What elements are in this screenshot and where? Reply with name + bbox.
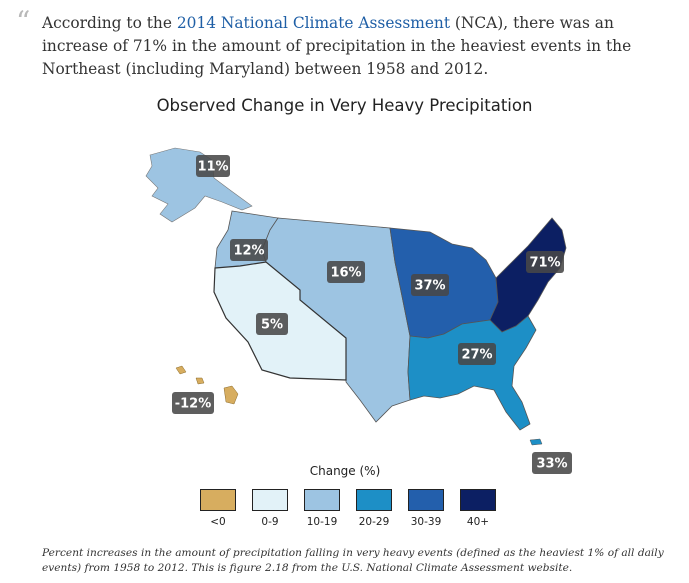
- value-badge-southwest: 5%: [256, 313, 288, 335]
- value-badge-southeast: 27%: [458, 343, 496, 365]
- value-badge-northeast: 71%: [526, 251, 564, 273]
- legend-label: 0-9: [261, 516, 279, 528]
- badge-value: 16%: [330, 266, 361, 281]
- badge-value: -12%: [175, 397, 212, 412]
- legend-swatch: [460, 489, 496, 511]
- badge-background: [230, 239, 268, 261]
- region-hawaii: [175, 365, 239, 405]
- legend-item-0-9: 0-9: [252, 489, 288, 528]
- figure-caption: Percent increases in the amount of preci…: [42, 547, 664, 574]
- quote-block: “ According to the 2014 National Climate…: [16, 8, 662, 81]
- legend-title: Change (%): [309, 464, 381, 478]
- region-southeast: [407, 315, 537, 431]
- value-badge-alaska: 11%: [196, 155, 230, 177]
- legend-item-10-19: 10-19: [304, 489, 340, 528]
- legend-label: <0: [210, 516, 226, 528]
- badge-value: 12%: [233, 244, 264, 259]
- value-badge-midwest: 37%: [411, 274, 449, 296]
- region-northeast: [489, 217, 567, 333]
- badge-background: [327, 261, 365, 283]
- legend-item-30-39: 30-39: [408, 489, 444, 528]
- badge-value: 27%: [461, 348, 492, 363]
- badge-value: 5%: [261, 318, 283, 333]
- badge-background: [256, 313, 288, 335]
- badge-background: [458, 343, 496, 365]
- legend-swatch: [252, 489, 288, 511]
- legend-swatch: [356, 489, 392, 511]
- legend-swatch: [304, 489, 340, 511]
- badge-value: 71%: [529, 256, 560, 271]
- region-puerto-rico: [529, 438, 543, 446]
- legend-item-negative: <0: [200, 489, 236, 528]
- quote-text-after: (NCA), there was an increase of 71% in t…: [42, 14, 632, 78]
- badge-value: 33%: [536, 457, 567, 472]
- badge-background: [172, 392, 214, 414]
- badge-background: [526, 251, 564, 273]
- legend-label: 40+: [466, 516, 490, 528]
- nca-link[interactable]: 2014 National Climate Assessment: [176, 14, 451, 32]
- legend-label: 10-19: [306, 516, 338, 528]
- legend-label: 30-39: [410, 516, 442, 528]
- legend-swatch: [408, 489, 444, 511]
- quote-mark-icon: “: [16, 5, 31, 38]
- legend-swatch: [200, 489, 236, 511]
- badge-background: [532, 452, 572, 474]
- legend-item-20-29: 20-29: [356, 489, 392, 528]
- map-title: Observed Change in Very Heavy Precipitat…: [156, 96, 533, 115]
- quote-text-before: According to the: [42, 14, 177, 32]
- value-badge-northwest: 12%: [230, 239, 268, 261]
- value-badge-puerto-rico: 33%: [532, 452, 572, 474]
- badge-background: [196, 155, 230, 177]
- value-badge-great-plains: 16%: [327, 261, 365, 283]
- badge-value: 11%: [197, 160, 228, 175]
- badge-background: [411, 274, 449, 296]
- legend-item-40-plus: 40+: [460, 489, 496, 528]
- badges: 11% 12% 16% 37% 71% 5% 27% -12% 33%: [172, 155, 572, 474]
- legend-label: 20-29: [358, 516, 390, 528]
- value-badge-hawaii: -12%: [172, 392, 214, 414]
- badge-value: 37%: [414, 279, 445, 294]
